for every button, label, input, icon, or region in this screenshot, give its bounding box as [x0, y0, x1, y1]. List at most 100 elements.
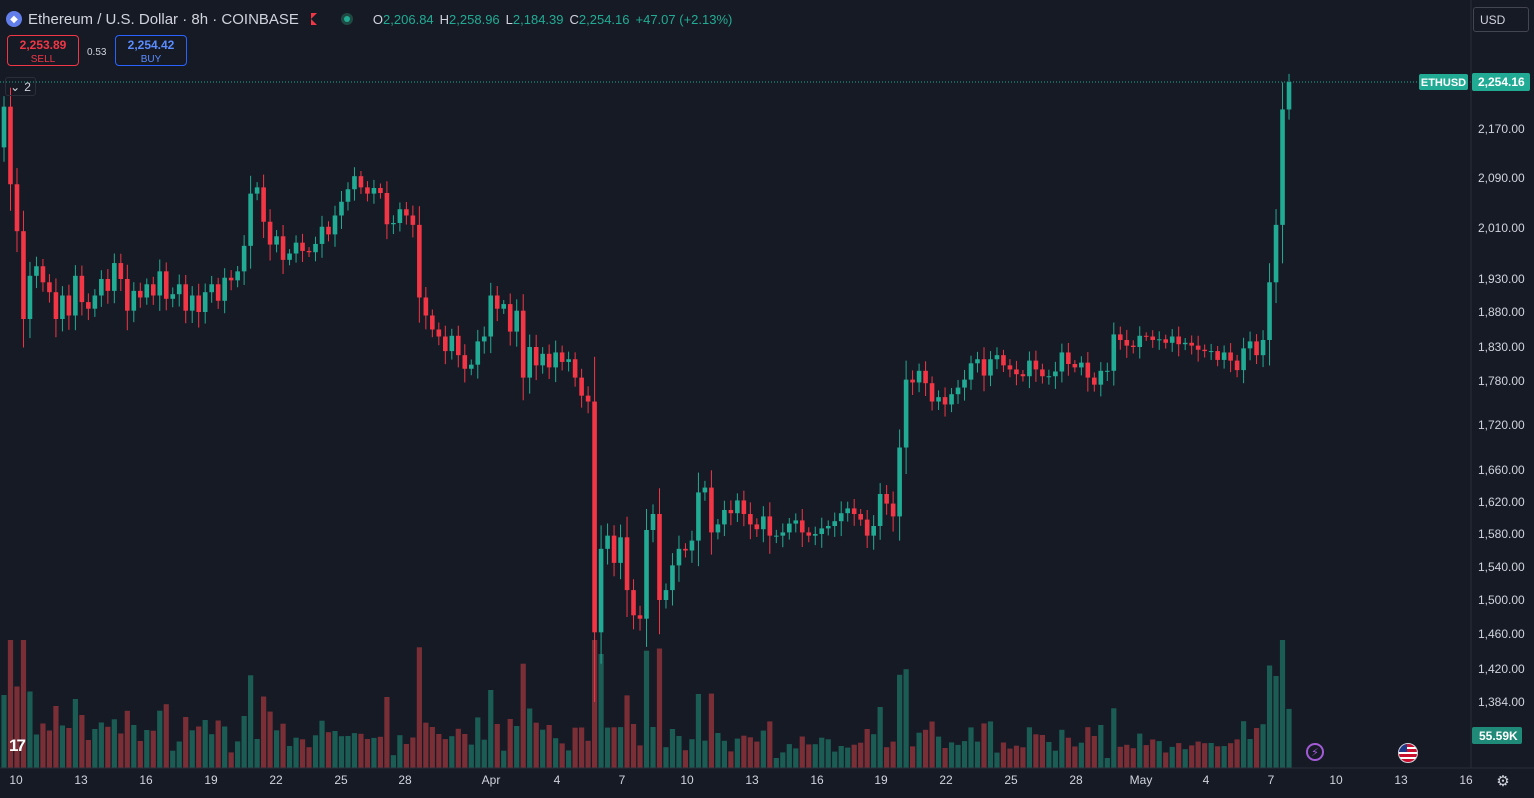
flag-icon[interactable]	[310, 13, 317, 25]
volume-bar	[1195, 741, 1201, 768]
candle-body	[468, 364, 474, 369]
candle-body	[287, 253, 292, 260]
sell-price: 2,253.89	[19, 38, 67, 52]
lightning-icon[interactable]: ⚡	[1306, 743, 1324, 761]
candle-body	[1020, 374, 1026, 377]
volume-bar	[390, 755, 396, 768]
candle-body	[942, 397, 948, 405]
volume-bar	[845, 747, 851, 768]
candle-body	[533, 347, 539, 366]
volume-bar	[53, 706, 59, 768]
candle-body	[436, 329, 442, 337]
candles	[1, 73, 1292, 702]
volume-bar	[280, 723, 286, 768]
candle-body	[332, 215, 338, 235]
candle-body	[397, 209, 403, 223]
time-axis[interactable]: 10 13 16 19 22 25 28 Apr 4 7 10 13 16 19 22 25 28 May 4 7 10…	[9, 773, 1473, 787]
candle-body	[365, 187, 370, 194]
indicators-collapse-button[interactable]: ⌄ 2	[5, 77, 36, 96]
volume-bar	[540, 729, 546, 768]
ohlc-change: +47.07 (+2.13%)	[635, 11, 733, 27]
candle-body	[663, 590, 669, 600]
candle-body	[137, 290, 143, 298]
volume-bar	[416, 647, 422, 768]
us-flag-icon[interactable]	[1398, 743, 1418, 763]
volume-bar	[40, 723, 46, 768]
volume-bar	[656, 648, 663, 768]
volume-bar	[643, 650, 650, 768]
volume-bar	[1260, 724, 1266, 768]
candle-body	[1195, 345, 1201, 350]
volume-bar	[858, 742, 864, 768]
volume-bar	[702, 740, 708, 768]
price-tick-label: 1,720.00	[1478, 418, 1525, 432]
volume-bar	[527, 708, 533, 768]
candle-body	[125, 279, 130, 311]
tradingview-logo-icon[interactable]: 17	[9, 736, 26, 755]
volume-bar	[98, 722, 104, 768]
currency-selector[interactable]: USD	[1473, 7, 1529, 32]
volume-bar	[728, 751, 734, 768]
symbol-header: ◆ Ethereum / U.S. Dollar · 8h · COINBASE…	[6, 8, 732, 30]
candle-body	[215, 284, 221, 301]
candle-body	[462, 355, 468, 369]
volume-bar	[546, 725, 552, 768]
volume-bar	[338, 736, 345, 768]
volume-bar	[14, 686, 20, 768]
volume-bar	[92, 729, 98, 768]
settings-icon[interactable]: ⚙	[1496, 773, 1510, 790]
volume-bar	[806, 744, 812, 768]
candle-body	[131, 290, 137, 311]
candle-body	[910, 379, 915, 383]
symbol-title[interactable]: Ethereum / U.S. Dollar · 8h · COINBASE	[28, 10, 299, 28]
volume-bar	[481, 739, 487, 768]
volume-bar	[929, 721, 935, 768]
candle-body	[313, 243, 318, 253]
volume-bar	[884, 747, 890, 768]
indicator-count: 2	[24, 79, 31, 94]
volume-bar	[669, 729, 676, 768]
volume-bar	[942, 748, 948, 768]
sell-button[interactable]: 2,253.89 SELL	[7, 35, 79, 66]
candle-body	[676, 548, 682, 566]
price-axis[interactable]: 2,170.00 2,090.00 2,010.00 1,930.00 1,880.00…	[1478, 122, 1525, 709]
buy-button[interactable]: 2,254.42 BUY	[115, 35, 187, 66]
candle-body	[144, 284, 150, 298]
candle-body	[1143, 335, 1149, 337]
volume-bar	[1228, 743, 1234, 768]
candle-body	[1176, 336, 1181, 345]
candle-body	[1202, 349, 1207, 352]
time-tick-label: 25	[334, 773, 348, 787]
candle-body	[605, 535, 610, 549]
candle-body	[864, 519, 870, 536]
candle-body	[326, 226, 331, 235]
candle-body	[592, 401, 597, 633]
volume-bar	[1240, 721, 1247, 768]
volume-bar	[553, 738, 559, 768]
volume-bar	[1020, 747, 1026, 768]
volume-bar	[241, 716, 247, 768]
candle-body	[1208, 351, 1214, 353]
time-tick-label: 28	[1069, 773, 1083, 787]
volume-bar	[137, 741, 143, 768]
time-tick-label: 16	[1459, 773, 1473, 787]
market-status-icon[interactable]	[340, 13, 353, 25]
price-tick-label: 1,384.00	[1478, 695, 1525, 709]
candle-body	[1040, 369, 1045, 377]
candle-body	[903, 379, 909, 448]
volume-bar	[624, 695, 630, 768]
candle-body	[449, 335, 455, 352]
volume-bar	[754, 741, 760, 768]
volume-bar	[72, 699, 78, 768]
candle-body	[929, 383, 935, 402]
candle-body	[566, 359, 571, 362]
price-tick-label: 1,620.00	[1478, 495, 1525, 509]
volume-bar	[676, 736, 682, 768]
candle-body	[40, 266, 46, 283]
candle-body	[1117, 334, 1123, 340]
volume-bar	[1026, 727, 1033, 768]
volume-bar	[838, 746, 844, 768]
candle-body	[92, 295, 98, 309]
candle-body	[267, 221, 273, 245]
